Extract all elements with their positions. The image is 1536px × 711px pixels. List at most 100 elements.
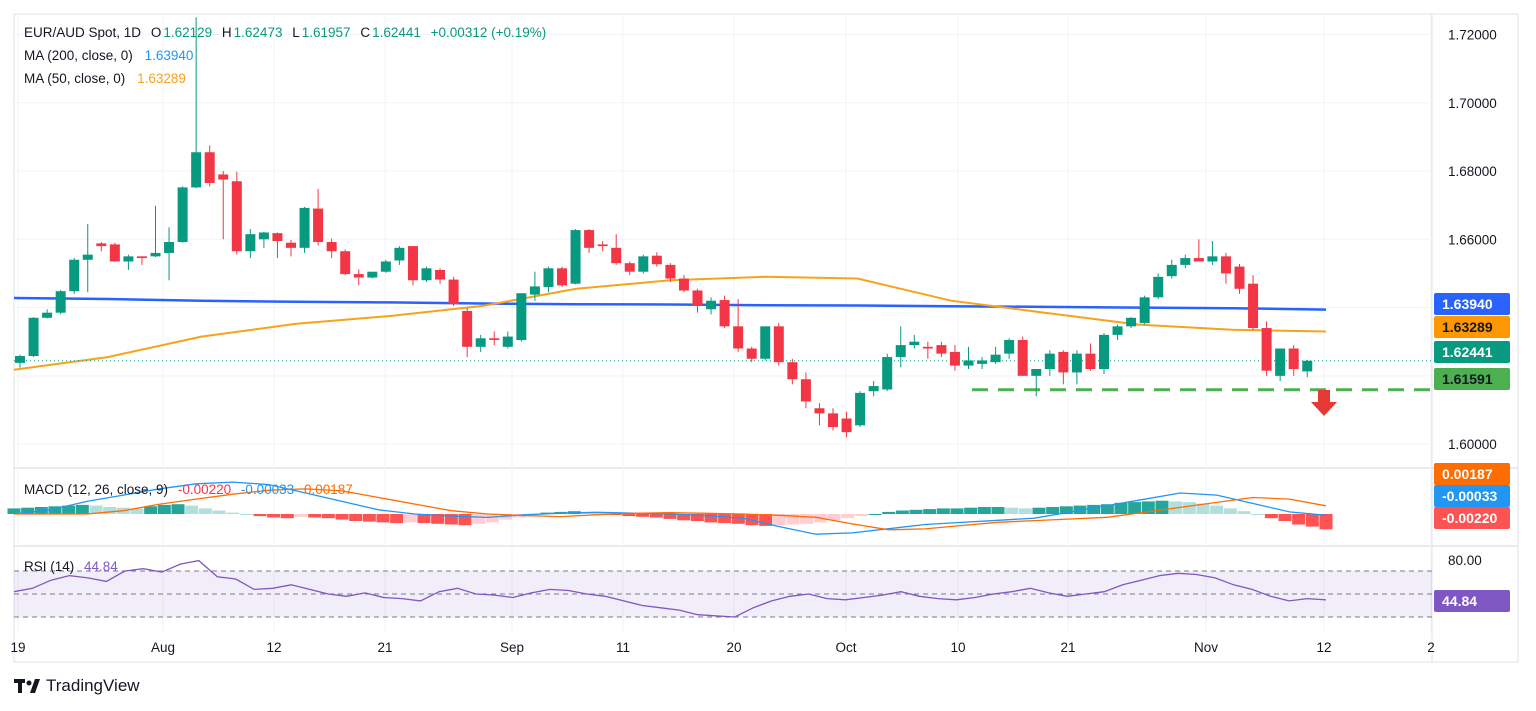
candle-body	[150, 252, 161, 257]
macd-histogram-bar	[321, 514, 335, 519]
macd-histogram-bar	[882, 511, 896, 514]
macd-line-badge-bg	[1434, 485, 1510, 507]
time-tick-label: Oct	[835, 640, 856, 655]
candle-body	[1099, 334, 1109, 370]
macd-histogram-bar	[1128, 502, 1142, 514]
candle-body	[678, 278, 689, 291]
candle-body	[258, 232, 269, 240]
macd-histogram-bar	[909, 509, 923, 514]
macd-histogram-bar	[403, 514, 417, 523]
rsi-legend[interactable]: RSI (14) 44.84	[24, 559, 120, 574]
candle-body	[936, 345, 947, 354]
candle-body	[1261, 328, 1272, 371]
macd-histogram-bar	[253, 514, 267, 517]
candle-body	[191, 152, 202, 188]
candle-body	[977, 360, 988, 364]
tradingview-brand[interactable]: TradingView	[14, 676, 140, 696]
candle-body	[177, 187, 188, 243]
rsi-value: 44.84	[84, 559, 118, 574]
candle-body	[1112, 326, 1123, 335]
candle-body	[380, 261, 391, 272]
candle-body	[164, 242, 175, 253]
ma50-price-badge-bg	[1434, 316, 1510, 338]
time-tick-label: 19	[10, 640, 25, 655]
macd-histogram-bar	[1046, 507, 1060, 514]
macd-histogram-bar	[294, 514, 308, 517]
macd-histogram-bar	[144, 506, 158, 514]
candle-body	[55, 291, 66, 313]
macd-label: MACD (12, 26, close, 9)	[24, 482, 169, 497]
candle-body	[28, 317, 39, 357]
macd-legend[interactable]: MACD (12, 26, close, 9) -0.00220 -0.0003…	[24, 482, 355, 497]
rsi-value-badge-bg	[1434, 590, 1510, 612]
candle-body	[814, 408, 825, 414]
macd-histogram-bar	[267, 514, 281, 518]
macd-hist-badge-label: -0.00220	[1442, 510, 1497, 526]
macd-line-value: -0.00033	[240, 482, 295, 497]
ma200-legend[interactable]: MA (200, close, 0) 1.63940	[24, 48, 195, 63]
macd-histogram-bar	[62, 505, 76, 514]
candle-body	[394, 247, 405, 261]
candle-body	[529, 286, 540, 295]
candle-body	[1017, 339, 1028, 376]
candle-body	[557, 268, 567, 286]
candle-body	[1207, 256, 1218, 262]
macd-histogram-bar	[841, 514, 855, 519]
candle-body	[597, 244, 608, 247]
macd-histogram-bar	[349, 514, 363, 521]
candle-body	[692, 290, 703, 306]
close-price-badge-label: 1.62441	[1442, 344, 1493, 360]
candle-body	[435, 270, 446, 280]
macd-signal-badge-label: 0.00187	[1442, 466, 1493, 482]
candle-body	[109, 244, 120, 262]
macd-histogram-bar	[1087, 504, 1101, 514]
macd-histogram-bar	[198, 508, 212, 514]
macd-hist-badge-bg	[1434, 507, 1510, 529]
macd-histogram-bar	[499, 514, 513, 520]
macd-histogram-bar	[636, 514, 650, 517]
macd-histogram-bar	[1305, 514, 1319, 527]
time-tick-label: 10	[950, 640, 965, 655]
candle-body	[828, 413, 838, 428]
macd-histogram-bar	[1319, 514, 1333, 530]
macd-histogram-bar	[362, 514, 376, 522]
tradingview-logo-icon	[14, 679, 40, 693]
candle-body	[1139, 297, 1150, 323]
candle-body	[421, 268, 432, 281]
candle-body	[990, 354, 1001, 363]
candle-body	[760, 326, 771, 359]
ma50-legend[interactable]: MA (50, close, 0) 1.63289	[24, 71, 188, 86]
close-price-badge: 1.62441	[1434, 341, 1510, 363]
time-tick-label: 21	[1060, 640, 1075, 655]
candle-body	[922, 346, 933, 349]
candle-body	[543, 268, 554, 288]
candle-body	[1288, 348, 1299, 370]
ma200-value: 1.63940	[144, 48, 194, 63]
candle-body	[313, 208, 324, 243]
candle-body	[1044, 353, 1055, 370]
high-value: 1.62473	[233, 25, 283, 40]
macd-histogram-bar	[718, 514, 732, 524]
candle-body	[1004, 339, 1015, 354]
macd-histogram-bar	[89, 505, 103, 514]
ma200-line	[13, 296, 1327, 311]
candle-body	[353, 274, 364, 278]
ma50-price-badge: 1.63289	[1434, 316, 1510, 338]
symbol-title: EUR/AUD Spot, 1D	[24, 25, 142, 40]
price-tick-label: 1.70000	[1448, 96, 1497, 111]
rsi-value-badge: 44.84	[1434, 590, 1510, 612]
macd-histogram-bar	[1251, 514, 1265, 515]
candle-body	[611, 247, 622, 264]
time-tick-label: Aug	[151, 640, 175, 655]
candle-body	[773, 326, 784, 363]
macd-line-badge-label: -0.00033	[1442, 488, 1497, 504]
candle-body	[746, 348, 757, 359]
candle-body	[502, 336, 513, 347]
candle-body	[96, 243, 107, 247]
candle-body	[706, 300, 717, 310]
candle-body	[787, 362, 798, 380]
candle-body	[489, 338, 500, 340]
change-value: +0.00312 (+0.19%)	[430, 25, 547, 40]
macd-histogram-bar	[157, 504, 171, 514]
